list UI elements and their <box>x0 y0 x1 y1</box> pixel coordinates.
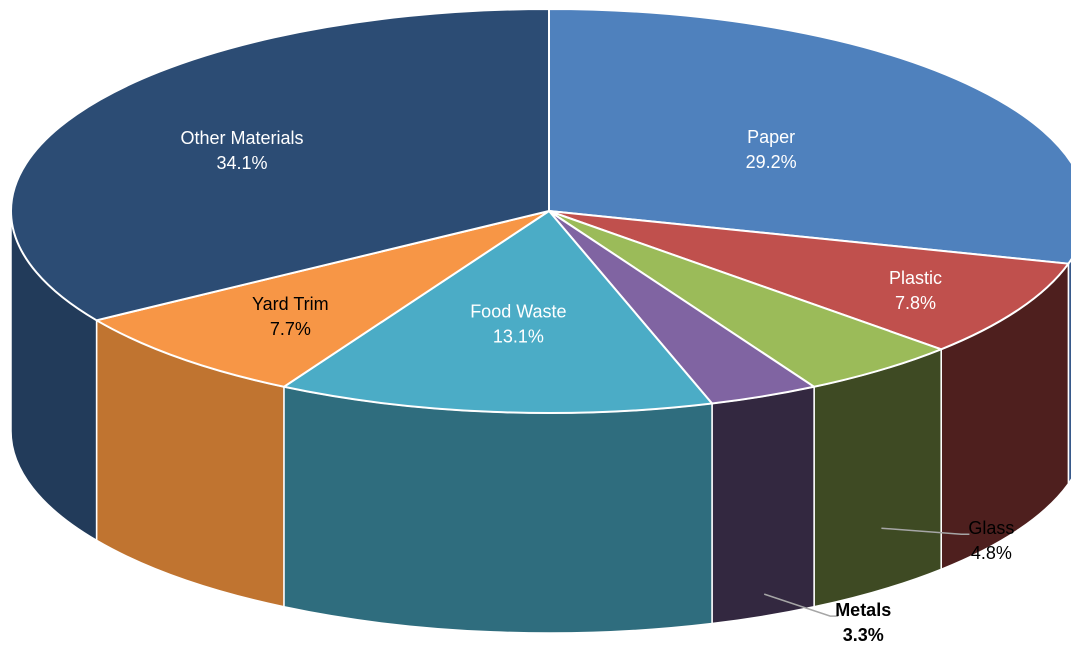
value-label-metals: 3.3% <box>843 625 884 645</box>
slice-other-materials <box>10 8 550 322</box>
slice-paper <box>548 8 1071 265</box>
label-food-waste: Food Waste <box>470 302 566 322</box>
pie-labels: Paper 29.2% Plastic 7.8% Glass 4.8% Metals 3.3%… <box>181 127 1015 645</box>
leader-line-glass <box>881 527 970 535</box>
label-plastic: Plastic <box>889 268 942 288</box>
value-label-yard-trim: 7.7% <box>270 319 311 339</box>
value-label-paper: 29.2% <box>746 152 797 172</box>
label-paper: Paper <box>747 127 795 147</box>
value-label-plastic: 7.8% <box>895 293 936 313</box>
leader-line-metals <box>763 593 839 617</box>
slice-plastic <box>548 210 1070 351</box>
slice-food-waste <box>282 210 714 414</box>
label-yard-trim: Yard Trim <box>252 294 329 314</box>
label-metals: Metals <box>835 600 891 620</box>
side-metals <box>711 386 815 625</box>
value-label-glass: 4.8% <box>971 543 1012 563</box>
side-glass <box>813 348 942 608</box>
slice-yard-trim <box>95 210 550 388</box>
label-other-materials: Other Materials <box>181 128 304 148</box>
slice-glass <box>548 210 943 388</box>
label-glass: Glass <box>968 518 1014 538</box>
side-food-waste <box>283 386 713 634</box>
pie-sides <box>10 136 1071 634</box>
pie-tops <box>10 8 1071 414</box>
value-label-other-materials: 34.1% <box>217 153 268 173</box>
leader-lines <box>763 527 970 617</box>
value-label-food-waste: 13.1% <box>493 327 544 347</box>
